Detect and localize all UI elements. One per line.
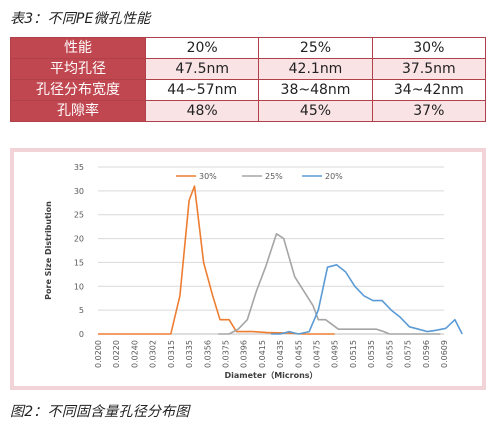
row-header: 性能 (10, 37, 146, 59)
y-tick-label: 5 (79, 306, 84, 315)
table-cell: 44~57nm (144, 79, 260, 101)
table-cell: 37% (371, 100, 487, 122)
table-row: 平均孔径 47.5nm 42.1nm 37.5nm (10, 58, 487, 80)
row-header: 孔隙率 (10, 100, 146, 122)
y-tick-label: 35 (74, 163, 84, 172)
x-tick-label: 0.0535 (367, 340, 376, 368)
x-tick-label: 0.0396 (240, 340, 249, 368)
chart-panel: 0 5 10 15 20 25 30 35 0.0200 0.0220 0.0240 0.0302 0.… (14, 152, 482, 386)
y-tick-label: 30 (74, 187, 84, 196)
table-row: 孔隙率 48% 45% 37% (10, 100, 487, 122)
pore-size-chart: 0 5 10 15 20 25 30 35 0.0200 0.0220 0.0240 0.0302 0.… (44, 163, 463, 380)
row-header: 平均孔径 (10, 58, 146, 80)
table-cell: 47.5nm (144, 58, 260, 80)
x-tick-label: 0.0555 (385, 340, 394, 368)
legend-label: 20% (325, 172, 343, 181)
table-cell: 45% (258, 100, 373, 122)
series-line (98, 185, 335, 335)
x-tick-label: 0.0575 (404, 340, 413, 368)
table-cell: 20% (144, 37, 260, 59)
table-cell: 37.5nm (371, 58, 487, 80)
table-row: 孔径分布宽度 44~57nm 38~48nm 34~42nm (10, 79, 487, 101)
x-tick-label: 0.0302 (149, 340, 158, 368)
x-tick-label: 0.0415 (258, 340, 267, 368)
figure-caption: 图2：不同固含量孔径分布图 (10, 404, 190, 420)
y-tick-label: 15 (74, 258, 84, 267)
y-tick-label: 25 (74, 211, 84, 220)
table-caption: 表3：不同PE微孔性能 (10, 11, 151, 27)
y-tick-label: 10 (74, 282, 84, 291)
legend-label: 30% (199, 172, 217, 181)
legend-label: 25% (265, 172, 283, 181)
x-tick-label: 0.0495 (331, 340, 340, 368)
x-tick-label: 0.0515 (349, 340, 358, 368)
table-cell: 38~48nm (258, 79, 373, 101)
series-line (218, 233, 441, 335)
properties-table: 性能 20% 25% 30% 平均孔径 47.5nm 42.1nm 37.5nm 孔径分布宽度 4… (10, 37, 487, 122)
table-cell: 48% (144, 100, 260, 122)
table-row: 性能 20% 25% 30% (10, 37, 487, 59)
y-tick-label: 20 (74, 235, 84, 244)
series-line (271, 264, 463, 335)
x-tick-label: 0.0220 (112, 340, 121, 368)
x-tick-label: 0.0435 (276, 340, 285, 368)
x-tick-label: 0.0335 (185, 340, 194, 368)
x-tick-label: 0.0200 (94, 340, 103, 368)
x-tick-label: 0.0609 (440, 340, 449, 368)
x-tick-label: 0.0240 (130, 340, 139, 368)
table-cell: 25% (258, 37, 373, 59)
table-cell: 34~42nm (371, 79, 487, 101)
x-tick-label: 0.0596 (422, 340, 431, 368)
row-header: 孔径分布宽度 (10, 79, 146, 101)
x-tick-label: 0.0375 (221, 340, 230, 368)
table-cell: 30% (371, 37, 487, 59)
x-tick-label: 0.0315 (167, 340, 176, 368)
y-axis-title: Pore Size Distribution (44, 201, 53, 300)
y-tick-label: 0 (79, 330, 84, 339)
x-tick-label: 0.0475 (313, 340, 322, 368)
x-axis-title: Diameter（Microns） (224, 370, 317, 380)
figure-frame: 0 5 10 15 20 25 30 35 0.0200 0.0220 0.0240 0.0302 0.… (10, 148, 486, 390)
x-tick-label: 0.0356 (203, 340, 212, 368)
table-cell: 42.1nm (258, 58, 373, 80)
x-tick-label: 0.0455 (294, 340, 303, 368)
